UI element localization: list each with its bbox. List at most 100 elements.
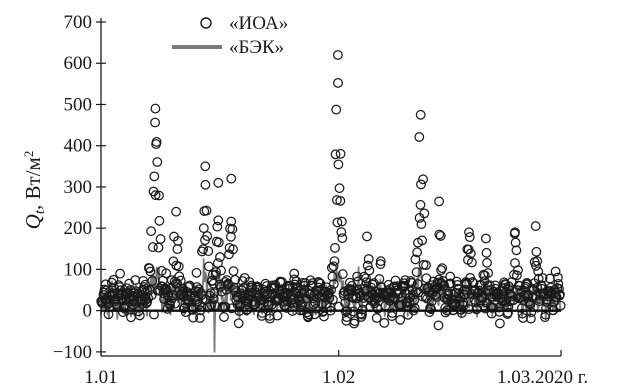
ioa-point <box>205 288 216 299</box>
ioa-point <box>408 289 419 300</box>
ioa-point <box>518 312 528 323</box>
ioa-point <box>537 272 548 283</box>
ioa-point <box>337 269 348 280</box>
ioa-point <box>513 265 523 276</box>
ioa-point <box>531 246 542 257</box>
ioa-point <box>479 270 490 281</box>
ioa-point <box>481 247 492 258</box>
ioa-point <box>363 254 374 264</box>
ioa-point <box>510 237 521 248</box>
ioa-point <box>314 277 325 288</box>
ioa-point <box>501 296 512 307</box>
ioa-point <box>200 179 211 190</box>
ioa-point <box>197 246 207 257</box>
ioa-point <box>170 298 181 309</box>
ioa-point <box>211 267 222 278</box>
ioa-point <box>147 242 158 253</box>
ioa-point <box>146 290 157 301</box>
ioa-point <box>319 311 329 322</box>
ioa-point <box>482 257 492 268</box>
ioa-point <box>421 260 431 271</box>
ioa-point <box>335 195 346 206</box>
y-axis-symbol: Q <box>21 214 45 229</box>
ioa-point <box>412 247 423 258</box>
ioa-point <box>406 277 417 288</box>
ioa-point <box>435 230 446 241</box>
ioa-point <box>526 307 537 318</box>
ioa-point <box>536 280 547 291</box>
ioa-point <box>326 284 337 295</box>
ioa-point <box>387 308 398 318</box>
ioa-point <box>154 190 164 201</box>
ioa-point <box>161 268 172 279</box>
ioa-point <box>115 268 126 279</box>
ioa-point <box>400 275 411 286</box>
y-tick-label: 300 <box>64 177 93 198</box>
ioa-point <box>464 232 475 243</box>
ioa-point <box>216 265 227 276</box>
ioa-point <box>431 291 442 302</box>
ioa-point <box>525 313 536 324</box>
ioa-peak-point <box>226 173 237 184</box>
legend-ioa-label: «ИОА» <box>229 13 288 34</box>
legend-bek-label: «БЭК» <box>229 37 284 58</box>
ioa-point <box>362 260 373 271</box>
ioa-point <box>261 290 271 301</box>
ioa-peak-point <box>332 50 343 60</box>
ioa-point <box>228 244 239 255</box>
ioa-point <box>203 261 214 272</box>
ioa-point <box>494 318 505 329</box>
x-tick-label: 1.01 <box>84 367 117 388</box>
ioa-point <box>288 294 299 305</box>
ioa-point <box>496 293 507 304</box>
x-tick-label: 1.02 <box>322 367 355 388</box>
ioa-point <box>219 312 229 322</box>
ioa-point <box>483 268 494 278</box>
ioa-point <box>439 280 450 291</box>
ioa-point <box>191 267 202 278</box>
ioa-point <box>195 313 205 323</box>
ioa-peak-point <box>415 109 426 120</box>
ioa-point <box>552 272 563 283</box>
ioa-point <box>411 267 422 278</box>
ioa-point <box>162 303 173 314</box>
y-axis-unit-superscript: 2 <box>21 151 36 158</box>
ioa-point <box>430 290 441 301</box>
ioa-peak-point <box>200 161 211 172</box>
ioa-point <box>147 276 158 286</box>
ioa-point <box>184 280 195 291</box>
axes: −100 0 100 200 300 400 500 600 700 1.01 1.02 1.03.2… <box>53 12 588 388</box>
ioa-peak-point <box>362 231 372 242</box>
ioa-point <box>230 274 241 285</box>
ioa-point <box>233 318 244 329</box>
y-tick-label: 600 <box>64 53 93 74</box>
ioa-point <box>410 254 421 265</box>
ioa-point <box>209 288 220 299</box>
ioa-point <box>145 266 156 277</box>
y-axis-unit: , Вт/м <box>21 157 45 210</box>
ioa-point <box>466 257 477 268</box>
ioa-point <box>393 288 404 299</box>
y-tick-label: 500 <box>64 94 93 115</box>
ioa-point <box>174 271 185 282</box>
ioa-point <box>426 304 436 315</box>
ioa-point <box>392 281 403 292</box>
ioa-point <box>419 208 430 219</box>
ioa-point <box>417 235 428 246</box>
ioa-point <box>154 215 165 226</box>
ioa-point <box>531 260 542 271</box>
ioa-point <box>375 259 386 270</box>
ioa-point <box>336 216 347 227</box>
ioa-point <box>525 299 536 310</box>
ioa-peak-point <box>550 266 561 277</box>
ioa-point <box>334 183 345 194</box>
ioa-point <box>416 179 426 190</box>
ioa-point <box>390 275 401 286</box>
ioa-point <box>299 287 310 298</box>
ioa-peak-point <box>464 227 474 238</box>
ioa-point <box>155 234 166 244</box>
ioa-point <box>106 277 117 288</box>
ioa-point <box>333 159 344 170</box>
ioa-point <box>225 231 236 242</box>
ioa-point <box>328 279 339 289</box>
